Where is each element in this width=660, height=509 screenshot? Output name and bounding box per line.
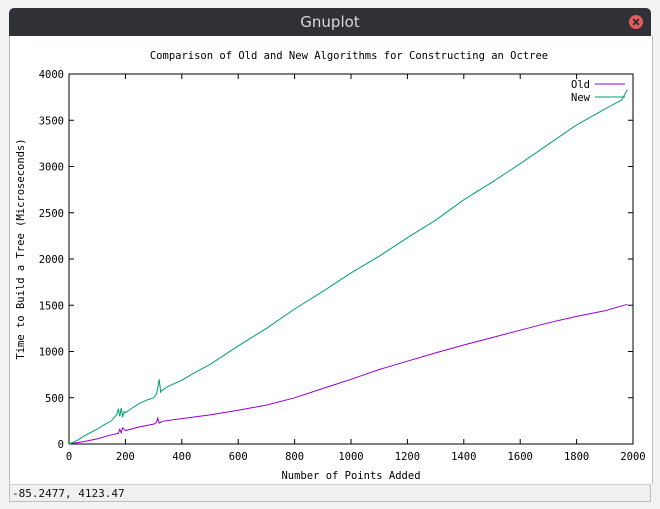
x-axis-label: Number of Points Added <box>281 470 420 482</box>
status-bar: -85.2477, 4123.47 <box>9 484 651 502</box>
y-axis-label: Time to Build a Tree (Microseconds) <box>15 138 27 359</box>
title-bar[interactable]: Gnuplot <box>9 8 651 36</box>
x-tick-label: 2000 <box>620 451 645 463</box>
x-tick-label: 1200 <box>395 451 420 463</box>
legend-label-old: Old <box>571 79 590 91</box>
x-tick-label: 600 <box>229 451 248 463</box>
legend-label-new: New <box>571 92 591 104</box>
close-icon[interactable] <box>629 15 643 29</box>
x-tick-label: 400 <box>172 451 191 463</box>
series-layer <box>68 89 628 445</box>
series-line-old <box>68 303 628 445</box>
plot-frame <box>68 73 634 445</box>
x-tick-label: 1800 <box>564 451 589 463</box>
chart-svg: Comparison of Old and New Algorithms for… <box>15 50 646 482</box>
x-tick-label: 0 <box>66 451 72 463</box>
plot-canvas[interactable]: Comparison of Old and New Algorithms for… <box>9 36 653 484</box>
y-tick-label: 1500 <box>39 300 64 312</box>
axis-ticks: 0 200 400 600 800 1000 1200 1400 1600 1800 2000 0 50… <box>39 69 646 463</box>
x-tick-label: 1400 <box>451 451 476 463</box>
y-tick-label: 2000 <box>39 254 64 266</box>
y-tick-label: 500 <box>45 393 64 405</box>
y-tick-label: 1000 <box>39 347 64 359</box>
x-tick-label: 1600 <box>508 451 533 463</box>
series-line-new <box>68 89 628 445</box>
x-tick-label: 1000 <box>338 451 363 463</box>
y-tick-label: 3500 <box>39 115 64 127</box>
y-tick-label: 0 <box>58 439 64 451</box>
y-tick-label: 2500 <box>39 208 64 220</box>
x-tick-label: 800 <box>285 451 304 463</box>
x-tick-label: 200 <box>116 451 135 463</box>
window-title: Gnuplot <box>300 13 360 31</box>
y-tick-label: 3000 <box>39 162 64 174</box>
y-tick-label: 4000 <box>39 69 64 81</box>
cursor-coordinates: -85.2477, 4123.47 <box>12 487 125 500</box>
chart-title: Comparison of Old and New Algorithms for… <box>150 50 548 62</box>
